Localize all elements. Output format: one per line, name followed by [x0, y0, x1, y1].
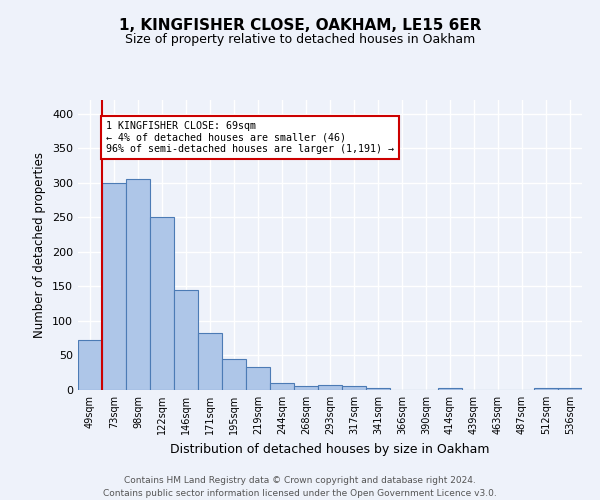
Bar	[174, 290, 198, 390]
Text: Size of property relative to detached houses in Oakham: Size of property relative to detached ho…	[125, 32, 475, 46]
X-axis label: Distribution of detached houses by size in Oakham: Distribution of detached houses by size …	[170, 442, 490, 456]
Bar	[246, 366, 270, 390]
Bar	[198, 332, 222, 390]
Bar	[102, 183, 126, 390]
Text: 1 KINGFISHER CLOSE: 69sqm
← 4% of detached houses are smaller (46)
96% of semi-d: 1 KINGFISHER CLOSE: 69sqm ← 4% of detach…	[106, 120, 394, 154]
Bar	[270, 383, 294, 390]
Text: 1, KINGFISHER CLOSE, OAKHAM, LE15 6ER: 1, KINGFISHER CLOSE, OAKHAM, LE15 6ER	[119, 18, 481, 32]
Bar	[222, 359, 246, 390]
Text: Contains HM Land Registry data © Crown copyright and database right 2024.
Contai: Contains HM Land Registry data © Crown c…	[103, 476, 497, 498]
Bar	[534, 388, 558, 390]
Bar	[294, 386, 318, 390]
Bar	[438, 388, 462, 390]
Bar	[558, 388, 582, 390]
Bar	[342, 386, 366, 390]
Y-axis label: Number of detached properties: Number of detached properties	[34, 152, 46, 338]
Bar	[78, 340, 102, 390]
Bar	[366, 388, 390, 390]
Bar	[150, 218, 174, 390]
Bar	[126, 180, 150, 390]
Bar	[318, 385, 342, 390]
